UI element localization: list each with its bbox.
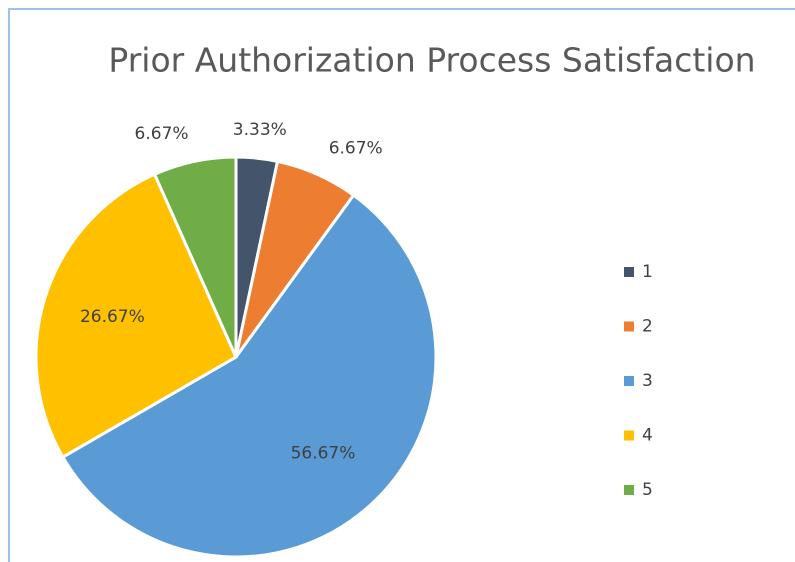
legend-swatch <box>624 267 634 277</box>
legend-swatch <box>624 485 634 495</box>
pie-slice <box>152 155 238 358</box>
legend-label: 3 <box>642 371 653 391</box>
legend-label: 1 <box>642 262 653 282</box>
data-label: 56.67% <box>291 444 356 464</box>
legend-swatch <box>624 376 634 386</box>
legend-label: 5 <box>642 480 653 500</box>
data-label: 3.33% <box>233 120 287 140</box>
legend-swatch <box>624 321 634 332</box>
data-label: 6.67% <box>329 139 383 159</box>
legend-label: 2 <box>642 317 653 337</box>
pie-slice <box>60 193 438 559</box>
legend-label: 4 <box>642 426 653 446</box>
legend-swatch <box>624 430 634 441</box>
data-label: 26.67% <box>80 307 145 327</box>
chart-title: Prior Authorization Process Satisfaction <box>108 41 755 80</box>
frame <box>8 8 795 562</box>
data-label: 6.67% <box>135 124 189 144</box>
